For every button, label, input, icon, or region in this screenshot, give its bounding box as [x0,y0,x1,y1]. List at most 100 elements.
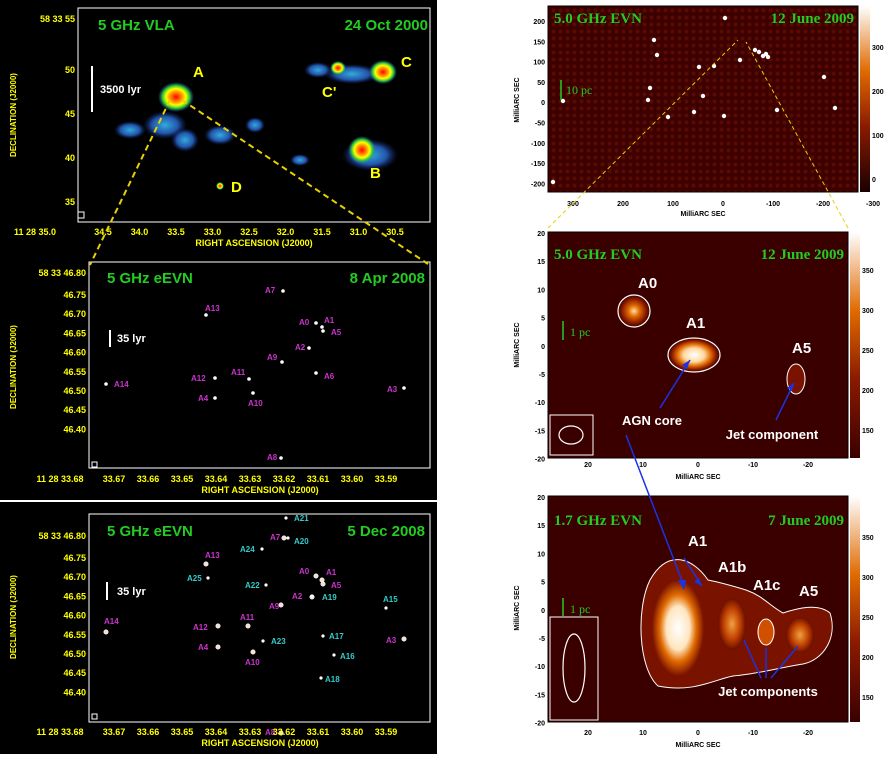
evn1-ylabel: DECLINATION (J2000) [9,325,18,409]
mid-right-a0 [617,294,651,328]
vla-xtick-2: 33.5 [167,227,185,237]
evn2-label-a9: A9 [269,602,280,611]
mid-right-xticks: 20 10 0 -10 -20 [584,462,813,469]
top_right-xtick-2: 100 [667,201,679,208]
vla-xtick-1: 34.0 [131,227,149,237]
evn2-source-a19 [310,594,314,598]
evn1-label-a2: A2 [295,343,306,352]
evn1-label-a6: A6 [324,372,335,381]
top_right-ytick-3: 50 [537,80,545,87]
bot_right-cbar-tick-0: 350 [862,535,874,542]
evn-zoom-line-right [745,41,849,229]
top-right-scale-label: 10 pc [566,83,592,97]
top-right-component [737,57,743,63]
evn2-label-a16: A16 [340,652,355,661]
bot-right-label-a1c: A1c [753,577,781,594]
bot-right-colorbar-ticks: 350 300 250 200 150 [862,535,874,702]
evn1-label-a3: A3 [387,385,398,394]
evn2-ytick-2: 46.65 [63,591,86,601]
top-right-ylabel: MilliARC SEC [514,77,521,122]
mid_right-ytick-2: 10 [537,287,545,294]
evn1-ytick-0: 46.75 [63,290,86,300]
vla-source-cprime [330,61,346,75]
vla-zoom-line-left [89,99,171,266]
bot-right-scale-label: 1 pc [570,602,590,616]
bot-right-beam-box [549,616,599,721]
mid_right-cbar-tick-3: 200 [862,388,874,395]
vla-beam [77,211,85,219]
mid-right-scale-label: 1 pc [570,325,590,339]
vla-xtick-first: 11 28 35.0 [14,227,56,237]
evn2-source-a15 [384,606,388,610]
core-link-arrow [625,434,685,587]
bot_right-ytick-6: -10 [535,664,545,671]
evn1-label-a7: A7 [265,286,276,295]
top_right-ytick-7: -150 [531,161,545,168]
top-right-component [651,37,657,43]
core-link-arrowhead [678,580,686,590]
evn1-xtick-first: 11 28 33.68 [36,474,83,484]
top_right-xtick-6: -300 [866,201,880,208]
evn2-label-a10: A10 [245,658,260,667]
vla-label-cprime: C' [322,84,336,101]
evn2-ytick-0: 46.75 [63,553,86,563]
evn1-map: 5 GHz eEVN 8 Apr 2008 35 lyr A7 A13 A0 A1 A5… [9,261,431,495]
bot-right-a1c [757,618,775,646]
bot_right-ytick-5: -5 [539,636,545,643]
mid-right-ylabel: MilliARC SEC [514,322,521,367]
vla-source-c [369,60,397,84]
top-right-image [547,5,859,193]
evn1-title: 5 GHz eEVN [107,270,193,287]
bot-right-beam [562,633,586,703]
evn1-xlabel: RIGHT ASCENSION (J2000) [201,485,318,495]
top_right-cbar-tick-3: 0 [872,177,876,184]
mid_right-cbar-tick-0: 350 [862,268,874,275]
top-right-component [645,97,651,103]
mid_right-ytick-1: 15 [537,259,545,266]
evn2-xtick-0: 33.67 [103,727,126,737]
evn2-ytick-1: 46.70 [63,572,86,582]
evn1-source-a1 [320,325,324,329]
evn2-source-a11 [245,623,251,629]
bot-right-xticks: 20 10 0 -10 -20 [584,730,813,737]
evn2-label-a14: A14 [104,617,119,626]
evn2-source-a25 [206,576,210,580]
evn2-source-a10 [250,649,256,655]
evn1-source-a2 [307,346,311,350]
bot_right-cbar-tick-1: 300 [862,575,874,582]
evn2-ytick-6: 46.45 [63,668,86,678]
mid_right-xtick-1: 10 [639,462,647,469]
evn2-source-a23 [261,639,265,643]
mid-right-date: 12 June 2009 [761,247,844,263]
bot_right-ytick-7: -15 [535,692,545,699]
bot_right-xtick-1: 10 [639,730,647,737]
mid_right-ytick-7: -15 [535,428,545,435]
mid-right-a1 [667,337,721,373]
bot_right-xtick-0: 20 [584,730,592,737]
top_right-ytick-4: 0 [541,100,545,107]
vla-yticks: 50 45 40 35 [65,65,75,207]
mid-right-label-a1: A1 [686,315,705,332]
bot-right-a5 [786,617,814,653]
evn2-xtick-6: 33.61 [307,727,330,737]
top-right-yticks: 200 150 100 50 0 -50 -100 -150 -200 [531,19,545,188]
evn2-xtick-8: 33.59 [375,727,398,737]
top-right-sources [550,15,838,185]
evn1-label-a8: A8 [267,453,278,462]
bot-right-arrow-jet3 [770,645,799,679]
vla-map: 5 GHz VLA 24 Oct 2000 3500 lyr A B C C' … [9,7,431,248]
evn2-source-a18 [319,676,323,680]
evn1-ytick-4: 46.55 [63,367,86,377]
evn2-yticks: 46.75 46.70 46.65 46.60 46.55 46.50 46.45 46.40 [63,553,86,697]
bot_right-cbar-tick-3: 200 [862,655,874,662]
evn1-ytick-3: 46.60 [63,348,86,358]
mid-right-label-a0: A0 [638,275,657,292]
top-right-xticks: 300 200 100 0 -100 -200 -300 [567,201,880,208]
mid_right-cbar-tick-1: 300 [862,308,874,315]
vla-ytick-3: 35 [65,197,75,207]
evn1-xtick-0: 33.67 [103,474,126,484]
mid-right-beam [558,425,584,445]
top-right-component [700,93,706,99]
evn2-label-a12: A12 [193,623,208,632]
evn2-ytick-3: 46.60 [63,611,86,621]
